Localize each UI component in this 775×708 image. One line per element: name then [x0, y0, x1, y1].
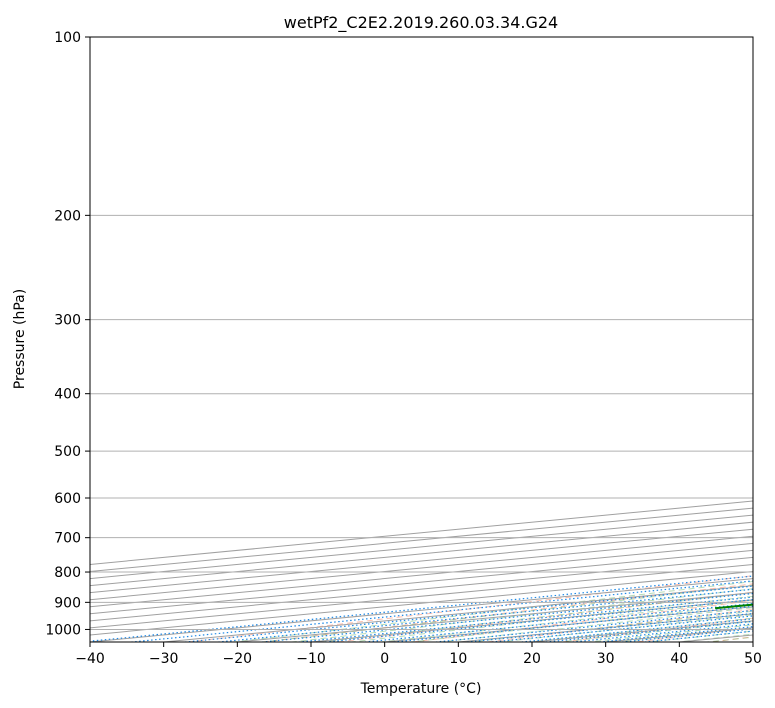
y-tick-label: 1000 — [45, 622, 81, 638]
mixing-ratio-line — [256, 592, 753, 642]
isotherm — [90, 514, 753, 580]
dry-adiabat — [768, 37, 775, 644]
moist-adiabat — [317, 591, 753, 642]
chart-title: wetPf2_C2E2.2019.260.03.34.G24 — [284, 13, 558, 33]
x-tick-label: 30 — [597, 651, 615, 667]
x-tick-label: −10 — [296, 651, 326, 667]
x-tick-label: 10 — [449, 651, 467, 667]
mixing-ratio-line — [319, 599, 753, 642]
x-tick-label: 40 — [670, 651, 688, 667]
moist-adiabat — [346, 595, 753, 642]
y-tick-label: 100 — [54, 30, 81, 46]
mixing-ratio-line — [293, 596, 753, 642]
moist-adiabat — [376, 599, 753, 642]
x-tick-label: −40 — [75, 651, 105, 667]
y-tick-label: 300 — [54, 313, 81, 329]
background-lines — [90, 37, 775, 644]
moist-adiabat — [257, 584, 753, 642]
x-axis-label: Temperature (°C) — [360, 681, 482, 697]
y-tick-label: 600 — [54, 491, 81, 507]
mixing-ratio-line — [212, 588, 753, 642]
y-tick-label: 800 — [54, 565, 81, 581]
isotherm — [90, 521, 753, 587]
x-tick-label: 20 — [523, 651, 541, 667]
moist-adiabat — [228, 581, 753, 642]
y-axis-label: Pressure (hPa) — [12, 289, 28, 389]
isotherm — [90, 528, 753, 594]
isotherm — [90, 500, 753, 565]
y-tick-label: 900 — [54, 595, 81, 611]
y-tick-label: 500 — [54, 444, 81, 460]
plot-frame — [89, 36, 754, 643]
isobar-grid — [90, 37, 753, 630]
isotherm — [90, 535, 753, 601]
x-tick-label: 50 — [744, 651, 762, 667]
y-tick-label: 700 — [54, 531, 81, 547]
plot-background — [90, 37, 753, 642]
y-tick-label: 400 — [54, 387, 81, 403]
x-tick-label: 0 — [380, 651, 389, 667]
x-axis: −40 −30 −20 −10 0 10 20 30 40 50 — [75, 642, 762, 667]
x-tick-label: −20 — [223, 651, 253, 667]
y-tick-label: 200 — [54, 208, 81, 224]
x-tick-label: −30 — [149, 651, 179, 667]
y-axis: 100 200 300 400 500 600 700 800 900 1000 — [45, 30, 90, 638]
isotherm — [90, 507, 753, 573]
